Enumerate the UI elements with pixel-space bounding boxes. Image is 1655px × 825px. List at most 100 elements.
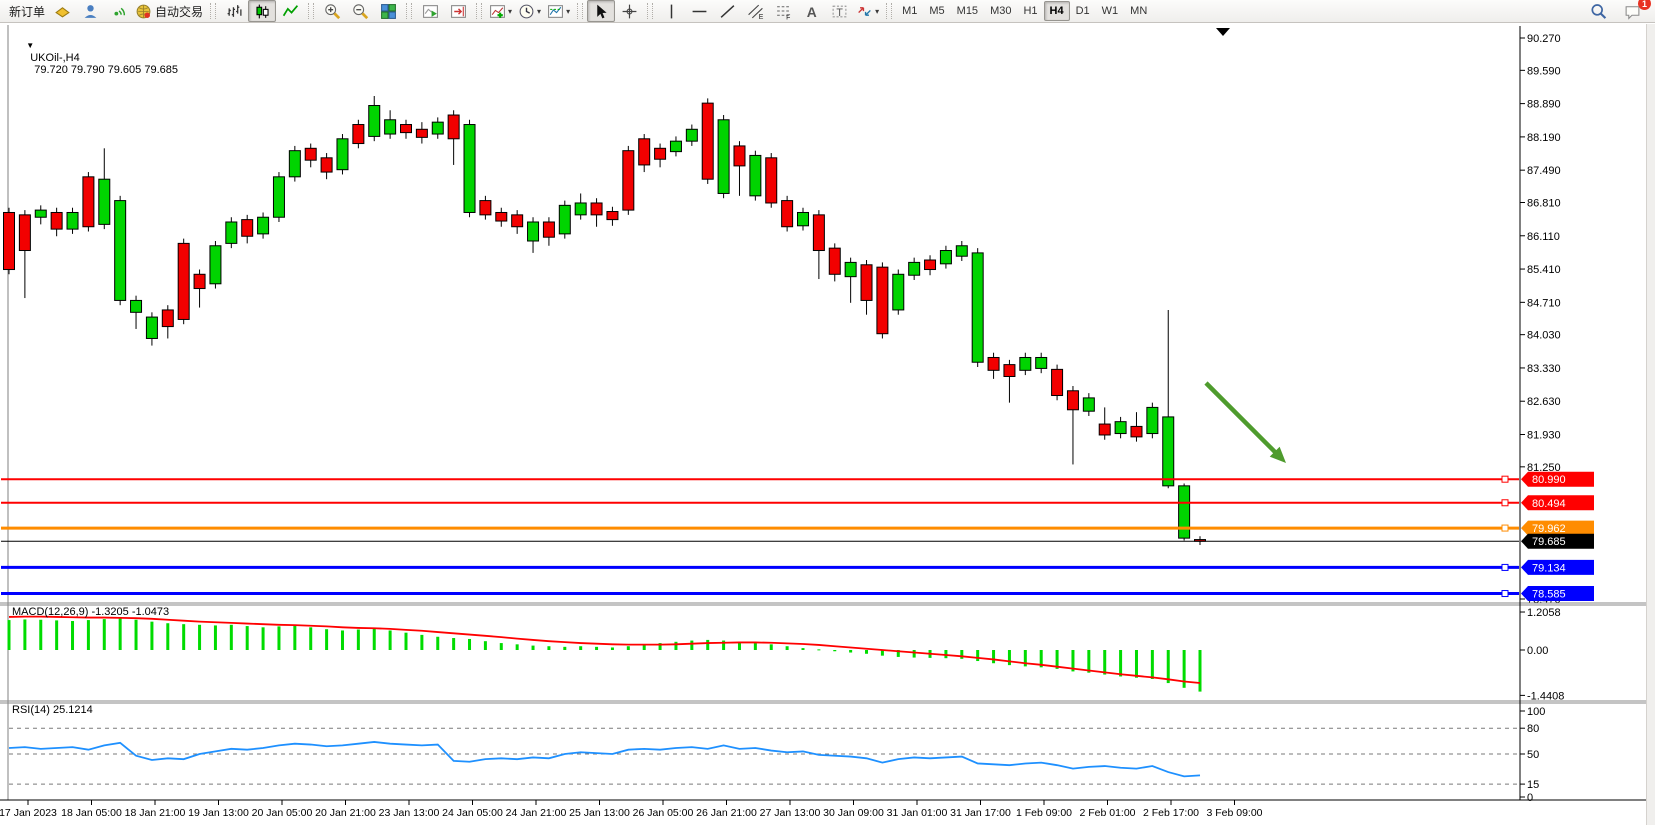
macd-histogram-bar bbox=[880, 650, 884, 656]
timeframe-m15-button[interactable]: M15 bbox=[956, 5, 979, 17]
svg-text:A: A bbox=[806, 3, 816, 19]
macd-histogram-bar bbox=[23, 619, 27, 650]
price-chart-canvas[interactable]: 90.270 89.590 88.890 88.190 87.490 86.810 86.1… bbox=[0, 24, 1655, 825]
candle bbox=[304, 147, 317, 161]
dropdown-arrow-icon[interactable]: ▾ bbox=[875, 6, 880, 16]
indicators-menu[interactable]: ▾ bbox=[486, 0, 515, 22]
community-icon bbox=[84, 4, 96, 18]
candle bbox=[82, 176, 95, 228]
hline-handle[interactable] bbox=[1501, 524, 1509, 532]
channel-tool[interactable]: E bbox=[741, 0, 769, 22]
candle bbox=[3, 211, 15, 271]
hline-handle[interactable] bbox=[1501, 590, 1509, 598]
macd-histogram-bar bbox=[785, 646, 789, 650]
zoom-in-button[interactable] bbox=[318, 0, 346, 22]
deposit-button[interactable] bbox=[48, 0, 76, 22]
macd-histogram-bar bbox=[1182, 650, 1186, 688]
price-tick-label: 81.250 bbox=[1527, 462, 1561, 474]
svg-text:E: E bbox=[758, 13, 763, 19]
line-chart-button[interactable] bbox=[276, 0, 304, 22]
cursor-tool[interactable] bbox=[587, 0, 616, 22]
symbol-dropdown-icon[interactable]: ▼ bbox=[26, 41, 35, 50]
timeframe-m5-button[interactable]: M5 bbox=[929, 5, 945, 17]
notifications-button[interactable]: 1 bbox=[1618, 0, 1651, 22]
macd-histogram-bar bbox=[690, 640, 694, 650]
arrows-tool[interactable]: ▾ bbox=[853, 0, 882, 22]
community-button[interactable] bbox=[76, 0, 104, 22]
rsi-tick-label: 0 bbox=[1527, 792, 1533, 804]
macd-histogram-bar bbox=[309, 627, 313, 650]
candle bbox=[574, 202, 587, 216]
timeframe-m30-button[interactable]: M30 bbox=[990, 5, 1012, 17]
macd-histogram-bar bbox=[531, 645, 535, 650]
macd-histogram-bar bbox=[118, 618, 122, 650]
new-order-button-label: 新订单 bbox=[9, 4, 46, 19]
dropdown-arrow-icon[interactable]: ▾ bbox=[537, 6, 542, 16]
symbol-timeframe-label: UKOil-,H4 bbox=[30, 52, 80, 64]
macd-histogram-bar bbox=[182, 624, 186, 650]
price-tick-label: 86.810 bbox=[1527, 197, 1561, 209]
chat-icon bbox=[1625, 5, 1639, 20]
timeframe-h4-button[interactable]: H4 bbox=[1043, 1, 1070, 21]
macd-histogram-bar bbox=[706, 639, 710, 650]
signals-button[interactable] bbox=[104, 0, 132, 22]
price-tick-label: 85.410 bbox=[1527, 264, 1561, 276]
hline-tool[interactable] bbox=[685, 0, 713, 22]
macd-histogram-bar bbox=[55, 620, 59, 650]
candle bbox=[685, 128, 698, 142]
svg-text:F: F bbox=[786, 14, 790, 20]
hline-handle[interactable] bbox=[1501, 499, 1509, 507]
price-label-80494-text: 80.494 bbox=[1532, 498, 1566, 510]
price-tick-label: 88.190 bbox=[1527, 132, 1561, 144]
tile-windows-button[interactable] bbox=[374, 0, 402, 22]
arrow-annotation[interactable] bbox=[1204, 381, 1282, 459]
macd-tick-label: -1.4408 bbox=[1527, 690, 1564, 702]
autotrade-toggle[interactable]: 自动交易 bbox=[132, 0, 206, 22]
candle bbox=[844, 261, 857, 278]
crosshair-icon bbox=[622, 4, 636, 18]
periods-menu[interactable]: ▾ bbox=[515, 0, 544, 22]
vline-tool[interactable] bbox=[657, 0, 685, 22]
crosshair-tool[interactable] bbox=[615, 0, 643, 22]
macd-histogram-bar bbox=[722, 640, 726, 650]
bid-price-label bbox=[1521, 533, 1594, 549]
price-tick-label: 86.110 bbox=[1527, 231, 1560, 243]
hline-handle[interactable] bbox=[1501, 475, 1509, 483]
chart-bars-icon bbox=[227, 4, 242, 17]
timeframe-w1-button[interactable]: W1 bbox=[1101, 5, 1119, 17]
price-tick-label: 81.930 bbox=[1527, 430, 1561, 442]
dropdown-arrow-icon[interactable]: ▾ bbox=[566, 6, 571, 16]
dropdown-arrow-icon[interactable]: ▾ bbox=[508, 6, 513, 16]
timeframe-d1-button[interactable]: D1 bbox=[1075, 5, 1090, 17]
macd-histogram-bar bbox=[896, 650, 900, 657]
candle bbox=[638, 138, 651, 166]
bar-chart-button[interactable] bbox=[220, 0, 248, 22]
ohlc-values: 79.720 79.790 79.605 79.685 bbox=[34, 64, 178, 76]
timeframe-m1-button[interactable]: M1 bbox=[902, 5, 918, 17]
zoom-out-button[interactable] bbox=[346, 0, 374, 22]
chart-shift-toggle[interactable] bbox=[444, 0, 472, 22]
candle bbox=[463, 124, 476, 213]
templates-menu[interactable]: ▾ bbox=[544, 0, 573, 22]
fibonacci-tool[interactable]: F bbox=[769, 0, 797, 22]
trendline-tool[interactable] bbox=[713, 0, 741, 22]
text-tool[interactable]: A bbox=[797, 0, 825, 22]
price-tick-label: 83.330 bbox=[1527, 363, 1561, 375]
auto-scroll-toggle[interactable] bbox=[416, 0, 444, 22]
time-label: 31 Jan 17:00 bbox=[950, 807, 1011, 819]
candle-chart-button[interactable] bbox=[248, 0, 277, 22]
macd-histogram-bar bbox=[1150, 650, 1154, 679]
timeframe-h1-button[interactable]: H1 bbox=[1023, 5, 1038, 17]
text-label-tool[interactable]: T bbox=[825, 0, 853, 22]
hline-handle[interactable] bbox=[1501, 563, 1509, 571]
macd-histogram-bar bbox=[420, 634, 424, 650]
macd-histogram-bar bbox=[817, 649, 821, 651]
new-order-button[interactable]: 新订单 bbox=[3, 0, 48, 22]
time-label: 3 Feb 09:00 bbox=[1206, 807, 1262, 819]
candle bbox=[527, 221, 540, 242]
chart-shift-marker[interactable] bbox=[1216, 28, 1230, 36]
arrow-annotation-head[interactable] bbox=[1269, 446, 1286, 463]
timeframe-mn-button[interactable]: MN bbox=[1130, 5, 1148, 17]
candle bbox=[828, 247, 841, 275]
search-button[interactable] bbox=[1584, 0, 1612, 22]
